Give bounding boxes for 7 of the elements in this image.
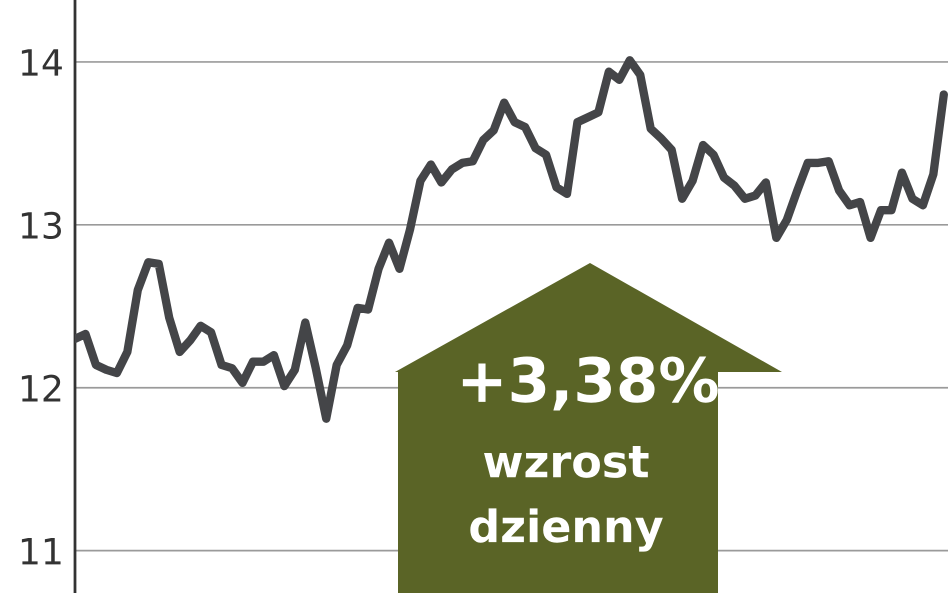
y-tick-label: 13 [22,212,61,240]
annotation: +3,38% [462,356,718,411]
y-tick-label: 12 [22,374,60,402]
y-tick-label: 11 [22,538,61,564]
annotation: wzrost [484,446,649,478]
annotation: dzienny [470,508,663,552]
y-tick-label: 14 [22,49,62,76]
